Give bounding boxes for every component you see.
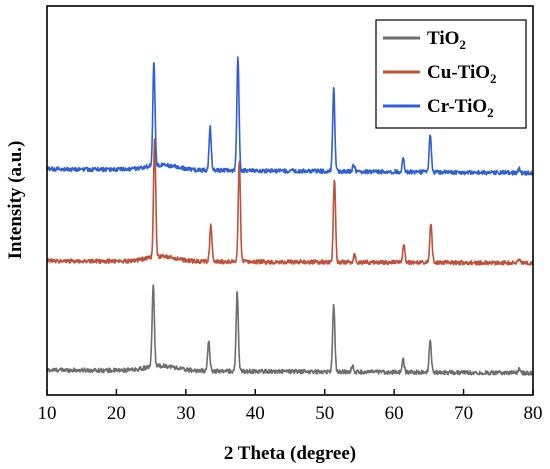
- legend-label: Cr-TiO2: [427, 96, 494, 120]
- x-tick-label: 80: [524, 403, 543, 424]
- x-tick-label: 50: [315, 403, 334, 424]
- series-group: [46, 56, 534, 376]
- x-tick-label: 10: [38, 403, 57, 424]
- x-axis-title: 2 Theta (degree): [224, 443, 356, 464]
- legend-label: Cu-TiO2: [427, 62, 497, 86]
- legend: TiO2 Cu-TiO2 Cr-TiO2: [375, 19, 527, 129]
- y-axis-title: Intensity (a.u.): [5, 141, 26, 260]
- plot-frame: [46, 5, 534, 396]
- series-line-cu-tio2: [46, 138, 534, 266]
- x-tick-label: 30: [176, 403, 195, 424]
- x-tick-label: 20: [107, 403, 126, 424]
- series-line-cr-tio2: [46, 56, 534, 176]
- x-tick-label: 60: [385, 403, 404, 424]
- x-tick-label: 40: [246, 403, 265, 424]
- x-axis: 10 20 30 40 50 60 70 80: [38, 389, 543, 424]
- series-line-tio2: [46, 284, 534, 376]
- x-tick-label: 70: [454, 403, 473, 424]
- legend-label: TiO2: [427, 28, 466, 52]
